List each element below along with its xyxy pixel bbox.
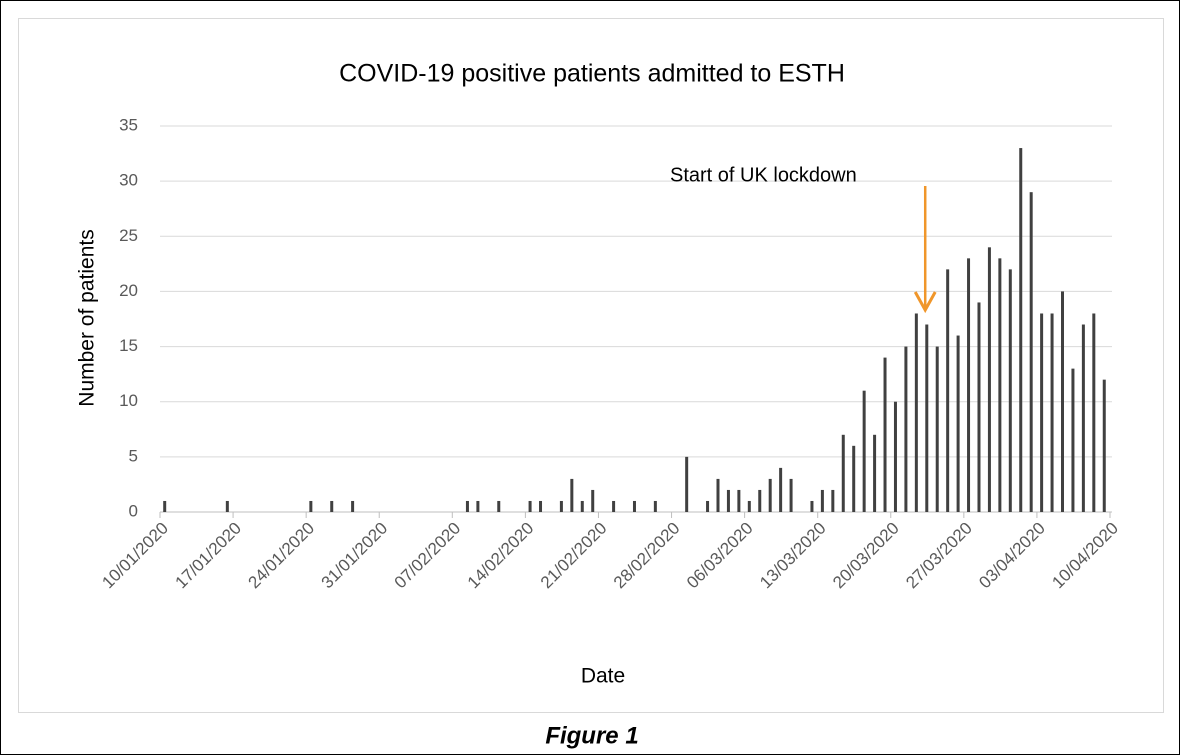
caption: Figure 1 (545, 722, 638, 749)
bar (570, 478, 574, 512)
bar (225, 500, 229, 512)
bar (726, 489, 730, 512)
y-tick-label: 0 (129, 501, 138, 520)
y-tick-label: 5 (129, 446, 138, 465)
bar (758, 489, 762, 512)
bar (904, 346, 908, 512)
bar (768, 478, 772, 512)
bar (810, 500, 814, 512)
bar (956, 335, 960, 512)
bar (591, 489, 595, 512)
bar (841, 434, 845, 512)
bar (977, 302, 981, 512)
bar (559, 500, 563, 512)
y-tick-label: 10 (119, 391, 138, 410)
chart-title: COVID-19 positive patients admitted to E… (339, 60, 845, 88)
bar (685, 456, 689, 512)
annotation-arrowhead (913, 291, 937, 314)
bar (1071, 368, 1075, 512)
bar (653, 500, 657, 512)
bar (893, 401, 897, 512)
x-axis-label: Date (581, 665, 625, 688)
bar (831, 489, 835, 512)
bar (330, 500, 334, 512)
bar (1019, 148, 1023, 513)
bar (528, 500, 532, 512)
y-tick-label: 35 (119, 115, 138, 134)
bar (465, 500, 469, 512)
y-tick-label: 25 (119, 226, 138, 245)
bar (163, 500, 167, 512)
bar (580, 500, 584, 512)
bar (1102, 379, 1106, 512)
bar (1040, 313, 1044, 512)
bar (309, 500, 313, 512)
bar (737, 489, 741, 512)
bar (987, 247, 991, 513)
bar (852, 445, 856, 512)
bar (820, 489, 824, 512)
bar (1029, 192, 1033, 512)
bar (998, 258, 1002, 512)
bar (1081, 324, 1085, 512)
bar (351, 500, 355, 512)
bar (1050, 313, 1054, 512)
bar (935, 346, 939, 512)
bar (789, 478, 793, 512)
bar (779, 467, 783, 512)
annotation: Start of UK lockdown (670, 164, 857, 186)
bar (747, 500, 751, 512)
bar (476, 500, 480, 512)
chart-frame (18, 18, 1164, 713)
bar (1008, 269, 1012, 512)
bar (883, 357, 887, 512)
bar (914, 313, 918, 512)
bar (946, 269, 950, 512)
bar (925, 324, 929, 512)
bar (612, 500, 616, 512)
y-tick-label: 15 (119, 336, 138, 355)
bar (497, 500, 501, 512)
y-tick-label: 20 (119, 281, 138, 300)
bar (1061, 291, 1064, 512)
bar (539, 500, 543, 512)
bar (1092, 313, 1096, 512)
y-axis-label: Number of patients (76, 229, 99, 406)
bar (873, 434, 877, 512)
bar (716, 478, 720, 512)
bar (862, 390, 866, 512)
bar (632, 500, 636, 512)
y-tick-label: 30 (119, 171, 138, 190)
bar (706, 500, 710, 512)
bar (967, 258, 971, 512)
